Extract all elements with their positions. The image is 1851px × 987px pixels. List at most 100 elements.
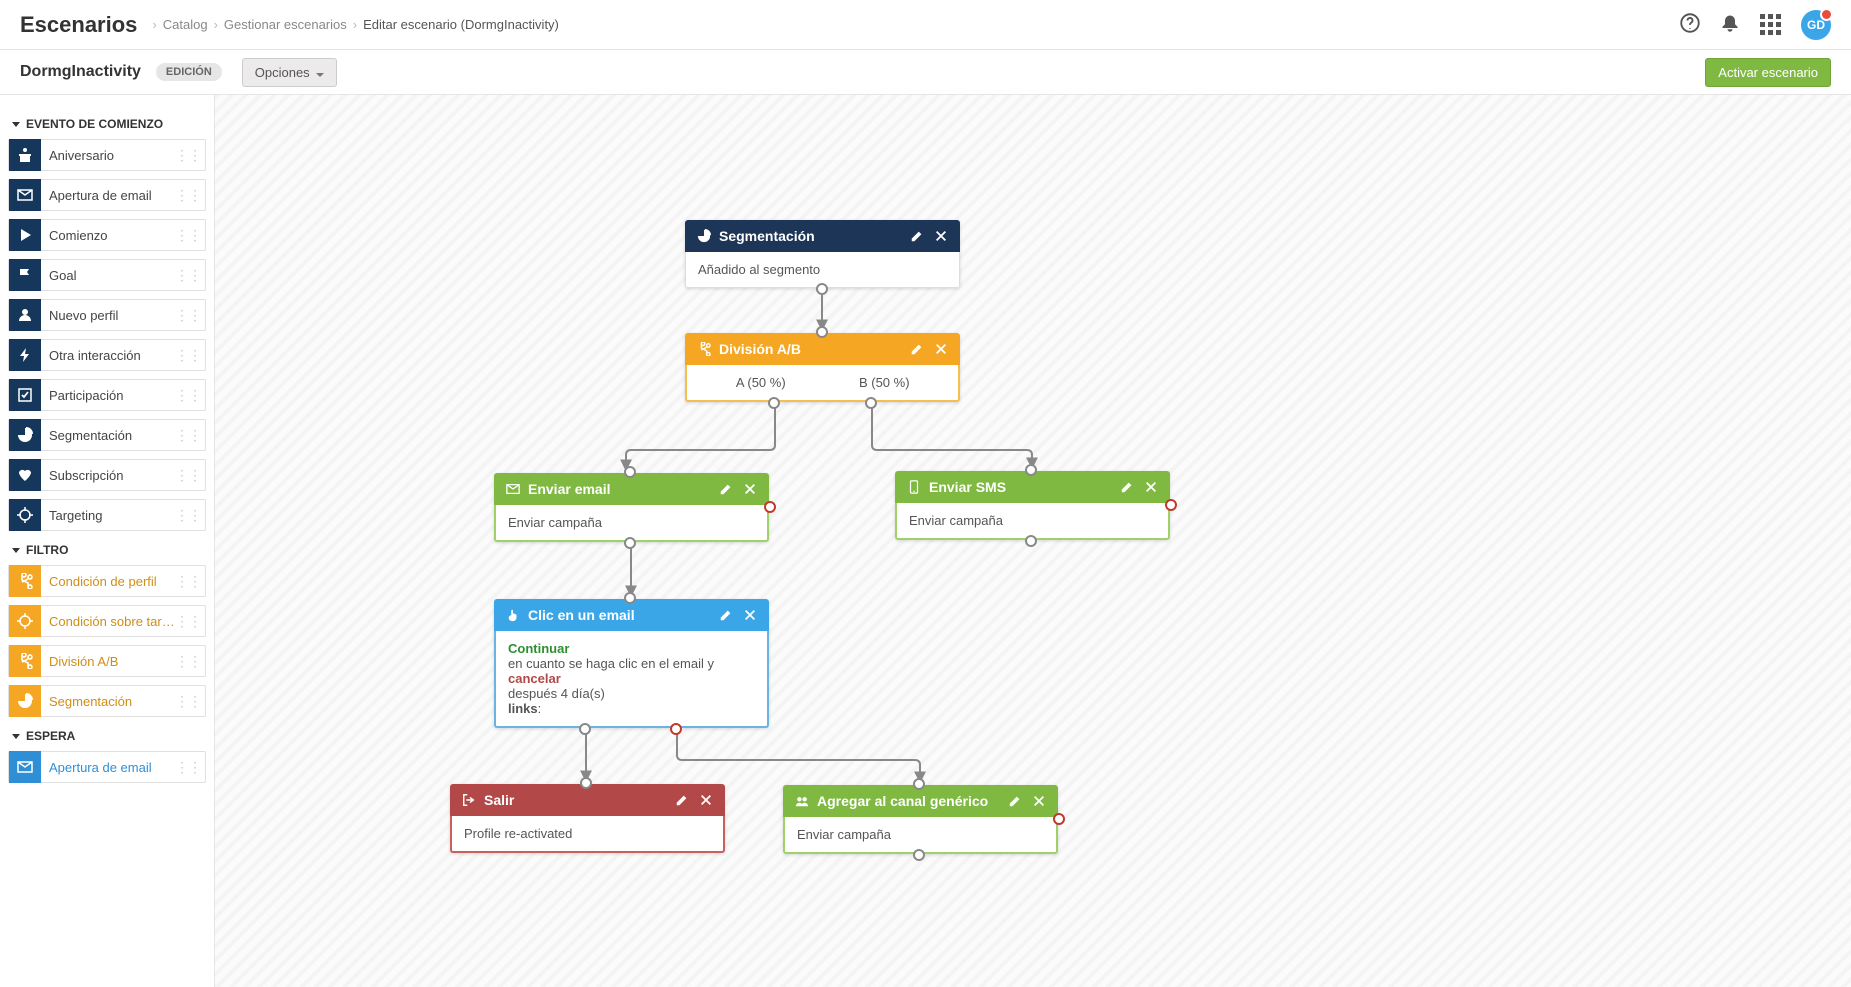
drag-handle-icon[interactable]: ⋮⋮ bbox=[175, 267, 201, 284]
port-out[interactable] bbox=[1025, 535, 1037, 547]
pencil-icon[interactable] bbox=[910, 229, 924, 243]
node-email-click[interactable]: Clic en un email Continuar en cuanto se … bbox=[494, 599, 769, 728]
close-icon[interactable] bbox=[934, 342, 948, 356]
breadcrumb-item-current: Editar escenario (DormgInactivity) bbox=[363, 17, 559, 32]
port-out-cancel[interactable] bbox=[670, 723, 682, 735]
palette-item[interactable]: Comienzo⋮⋮ bbox=[8, 219, 206, 251]
flag-icon bbox=[9, 259, 41, 291]
chevron-down-icon bbox=[12, 734, 20, 739]
palette-item-label: Condición de perfil bbox=[49, 574, 157, 589]
close-icon[interactable] bbox=[743, 482, 757, 496]
drag-handle-icon[interactable]: ⋮⋮ bbox=[175, 427, 201, 444]
close-icon[interactable] bbox=[934, 229, 948, 243]
ab-b-label: B (50 %) bbox=[823, 375, 947, 390]
palette-item[interactable]: Participación ⋮⋮ bbox=[8, 379, 206, 411]
drag-handle-icon[interactable]: ⋮⋮ bbox=[175, 507, 201, 524]
port-out-b[interactable] bbox=[865, 397, 877, 409]
pencil-icon[interactable] bbox=[910, 342, 924, 356]
play-icon bbox=[9, 219, 41, 251]
mobile-icon bbox=[907, 480, 921, 494]
breadcrumb-item[interactable]: Gestionar escenarios bbox=[224, 17, 347, 32]
branch-icon bbox=[9, 645, 41, 677]
help-icon[interactable] bbox=[1680, 13, 1700, 36]
pencil-icon[interactable] bbox=[719, 608, 733, 622]
breadcrumb-item[interactable]: Catalog bbox=[163, 17, 208, 32]
drag-handle-icon[interactable]: ⋮⋮ bbox=[175, 653, 201, 670]
port-in[interactable] bbox=[580, 777, 592, 789]
port-out[interactable] bbox=[816, 283, 828, 295]
port-error[interactable] bbox=[1053, 813, 1065, 825]
port-out-a[interactable] bbox=[768, 397, 780, 409]
palette-item-label: Participación bbox=[49, 388, 123, 403]
palette-item[interactable]: Otra interacción⋮⋮ bbox=[8, 339, 206, 371]
scenario-name: DormgInactivity bbox=[20, 63, 141, 81]
drag-handle-icon[interactable]: ⋮⋮ bbox=[175, 387, 201, 404]
envelope-icon bbox=[9, 179, 41, 211]
port-error[interactable] bbox=[764, 501, 776, 513]
avatar[interactable]: GD bbox=[1801, 10, 1831, 40]
node-exit[interactable]: Salir Profile re-activated bbox=[450, 784, 725, 853]
check-square-icon bbox=[9, 379, 41, 411]
close-icon[interactable] bbox=[743, 608, 757, 622]
apps-icon[interactable] bbox=[1760, 14, 1781, 35]
drag-handle-icon[interactable]: ⋮⋮ bbox=[175, 573, 201, 590]
drag-handle-icon[interactable]: ⋮⋮ bbox=[175, 693, 201, 710]
port-in[interactable] bbox=[816, 326, 828, 338]
drag-handle-icon[interactable]: ⋮⋮ bbox=[175, 613, 201, 630]
activate-button[interactable]: Activar escenario bbox=[1705, 58, 1831, 87]
drag-handle-icon[interactable]: ⋮⋮ bbox=[175, 759, 201, 776]
pencil-icon[interactable] bbox=[719, 482, 733, 496]
port-in[interactable] bbox=[624, 592, 636, 604]
palette-item-label: Segmentación bbox=[49, 694, 132, 709]
crosshair-icon bbox=[9, 605, 41, 637]
section-filter[interactable]: FILTRO bbox=[12, 543, 206, 557]
palette-item[interactable]: Condición sobre targeti...⋮⋮ bbox=[8, 605, 206, 637]
options-button[interactable]: Opciones bbox=[242, 58, 337, 87]
drag-handle-icon[interactable]: ⋮⋮ bbox=[175, 467, 201, 484]
port-out[interactable] bbox=[913, 849, 925, 861]
palette-item[interactable]: Segmentación ⋮⋮ bbox=[8, 685, 206, 717]
palette-item[interactable]: División A/B⋮⋮ bbox=[8, 645, 206, 677]
palette-item[interactable]: Segmentación⋮⋮ bbox=[8, 419, 206, 451]
bell-icon[interactable] bbox=[1720, 13, 1740, 36]
node-send-email[interactable]: Enviar email Enviar campaña bbox=[494, 473, 769, 542]
section-wait[interactable]: ESPERA bbox=[12, 729, 206, 743]
port-in[interactable] bbox=[1025, 464, 1037, 476]
node-send-sms[interactable]: Enviar SMS Enviar campaña bbox=[895, 471, 1170, 540]
pencil-icon[interactable] bbox=[1008, 794, 1022, 808]
port-error[interactable] bbox=[1165, 499, 1177, 511]
port-in[interactable] bbox=[624, 466, 636, 478]
section-start[interactable]: EVENTO DE COMIENZO bbox=[12, 117, 206, 131]
node-segmentation[interactable]: Segmentación Añadido al segmento bbox=[685, 220, 960, 288]
close-icon[interactable] bbox=[1032, 794, 1046, 808]
node-ab-split[interactable]: División A/B A (50 %) B (50 %) bbox=[685, 333, 960, 402]
chevron-down-icon bbox=[12, 122, 20, 127]
palette-item[interactable]: Aniversario⋮⋮ bbox=[8, 139, 206, 171]
drag-handle-icon[interactable]: ⋮⋮ bbox=[175, 307, 201, 324]
pencil-icon[interactable] bbox=[1120, 480, 1134, 494]
node-add-channel[interactable]: Agregar al canal genérico Enviar campaña bbox=[783, 785, 1058, 854]
palette-item[interactable]: Subscripción⋮⋮ bbox=[8, 459, 206, 491]
drag-handle-icon[interactable]: ⋮⋮ bbox=[175, 187, 201, 204]
palette-item-label: Nuevo perfil bbox=[49, 308, 118, 323]
drag-handle-icon[interactable]: ⋮⋮ bbox=[175, 347, 201, 364]
top-header: Escenarios › Catalog › Gestionar escenar… bbox=[0, 0, 1851, 50]
bolt-icon bbox=[9, 339, 41, 371]
ab-a-label: A (50 %) bbox=[699, 375, 823, 390]
close-icon[interactable] bbox=[1144, 480, 1158, 494]
drag-handle-icon[interactable]: ⋮⋮ bbox=[175, 147, 201, 164]
palette-item-label: Apertura de email bbox=[49, 188, 152, 203]
close-icon[interactable] bbox=[699, 793, 713, 807]
palette-item[interactable]: Apertura de email ⋮⋮ bbox=[8, 179, 206, 211]
port-out[interactable] bbox=[624, 537, 636, 549]
palette-item[interactable]: Goal⋮⋮ bbox=[8, 259, 206, 291]
drag-handle-icon[interactable]: ⋮⋮ bbox=[175, 227, 201, 244]
palette-item[interactable]: Targeting⋮⋮ bbox=[8, 499, 206, 531]
pencil-icon[interactable] bbox=[675, 793, 689, 807]
flow-canvas[interactable]: Segmentación Añadido al segmento Divisió… bbox=[215, 95, 1851, 987]
port-in[interactable] bbox=[913, 778, 925, 790]
palette-item[interactable]: Nuevo perfil ⋮⋮ bbox=[8, 299, 206, 331]
port-out-continue[interactable] bbox=[579, 723, 591, 735]
palette-item[interactable]: Condición de perfil ⋮⋮ bbox=[8, 565, 206, 597]
palette-item[interactable]: Apertura de email⋮⋮ bbox=[8, 751, 206, 783]
